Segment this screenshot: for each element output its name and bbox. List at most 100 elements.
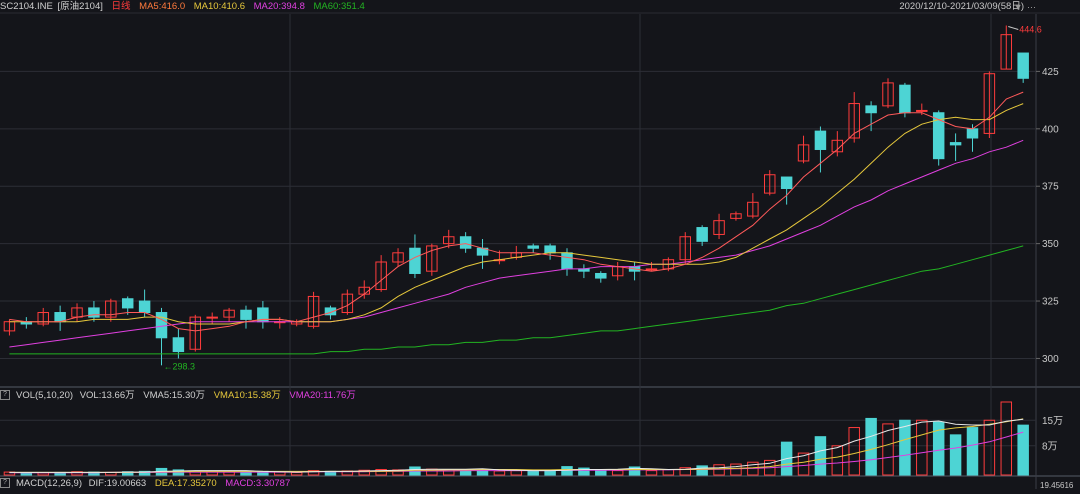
volume-bar [1017,424,1029,476]
ma10-label: MA10:410.6 [193,1,245,12]
candle-body [544,245,556,254]
volume-bar [527,470,539,476]
candle-body [899,84,911,114]
candlestick-series [3,25,1029,366]
help-icon[interactable]: ? [0,390,10,401]
ma20-line [9,139,1024,348]
candle-body [240,309,252,320]
candle-body [764,174,776,194]
candle-body [172,337,185,353]
candle-body [882,82,894,107]
candle-body [645,268,658,271]
volume-bar [544,470,556,476]
vol-tick-label: 15万 [1042,416,1063,427]
y-tick-label: 425 [1042,67,1059,78]
candle-body [865,105,877,114]
help-icon[interactable]: ? [0,478,10,489]
candle-body [679,236,692,261]
candle-body [713,220,725,235]
volume-bar [865,417,877,476]
volume-bar [882,423,894,476]
moving-average-series [9,91,1024,355]
volume-bar [899,419,911,476]
date-range-label: 2020/12/10-2021/03/09(58日) [899,1,1024,12]
period-label[interactable]: 日线 [111,1,131,12]
candle-body [561,252,573,270]
candle-body [409,247,421,274]
high-pointer [1008,26,1019,30]
volume-bar [510,470,523,476]
candle-body [341,293,354,314]
candle-body [442,236,455,245]
candle-body [747,201,759,217]
volume-bar [71,471,83,476]
candle-body [206,316,218,319]
y-tick-label: 350 [1042,239,1059,250]
y-tick-label: 375 [1042,182,1059,193]
macd-header: ? MACD(12,26,9) DIF:19.00663 DEA:17.35270… [0,477,296,491]
volume-bar [290,471,303,476]
price-axis: 300 325 350 375 400 425 8万 15万 [1036,67,1063,452]
volume-bar [983,419,996,476]
contract-name: [原油2104] [57,1,103,12]
ma5-line [9,91,1024,332]
candle-body [1000,34,1013,70]
volume-bar [966,427,979,476]
macd-axis-label: 19.45616 [1040,481,1074,490]
volume-bar [831,445,844,476]
volume-series [3,401,1029,476]
candle-body [1017,52,1029,79]
volume-bar [358,469,370,476]
volume-bar [848,427,860,476]
candle-body [932,112,945,160]
volume-bar [493,470,506,476]
volume-bar [679,467,692,476]
volume-bar [814,436,827,476]
volume-bar [696,465,708,476]
vma20-label: VMA20:11.76万 [289,390,356,401]
candle-body [105,300,117,318]
candle-body [780,176,793,190]
ma60-label: MA60:351.4 [313,1,365,12]
y-tick-label: 300 [1042,354,1059,365]
volume-bar [916,419,928,476]
chart-grid [0,12,1080,489]
candle-body [848,103,860,139]
candle-body [527,245,539,249]
y-tick-label: 325 [1042,297,1059,308]
candle-body [324,307,337,316]
candle-body [392,252,404,263]
candle-body [949,142,962,146]
candle-body [696,227,708,242]
volume-bar [20,472,33,476]
candle-body [189,316,202,350]
candle-body [814,130,827,150]
candle-body [426,245,438,272]
volume-bar [628,466,641,476]
low-label: ←298.3 [164,361,196,371]
volume-header: ? VOL(5,10,20) VOL:13.66万 VMA5:15.30万 VMA… [0,389,362,403]
settings-icon[interactable]: ⋯ [1027,2,1036,12]
volume-bar [949,434,962,476]
volume-bar [713,464,725,476]
macd-params: MACD(12,26,9) [16,478,82,489]
y-tick-label: 400 [1042,124,1059,135]
vol-value: VOL:13.66万 [79,390,135,401]
candle-body [155,312,168,339]
volume-bar [645,470,658,476]
chart-annotations: 444.6 ←298.3 [164,24,1042,371]
dif-value: DIF:19.00663 [88,478,147,489]
macd-value: MACD:3.30787 [225,478,291,489]
range-controls[interactable]: ▼ ⋯ [1014,0,1036,14]
volume-bar [578,467,590,476]
vma5-line [9,418,1024,473]
high-label: 444.6 [1019,24,1042,34]
candle-body [223,309,235,318]
volume-bar [595,469,607,476]
volume-bar [797,452,810,476]
candle-body [138,300,151,314]
vol-tick-label: 8万 [1042,441,1058,452]
dropdown-triangle-icon[interactable]: ▼ [1013,2,1023,12]
